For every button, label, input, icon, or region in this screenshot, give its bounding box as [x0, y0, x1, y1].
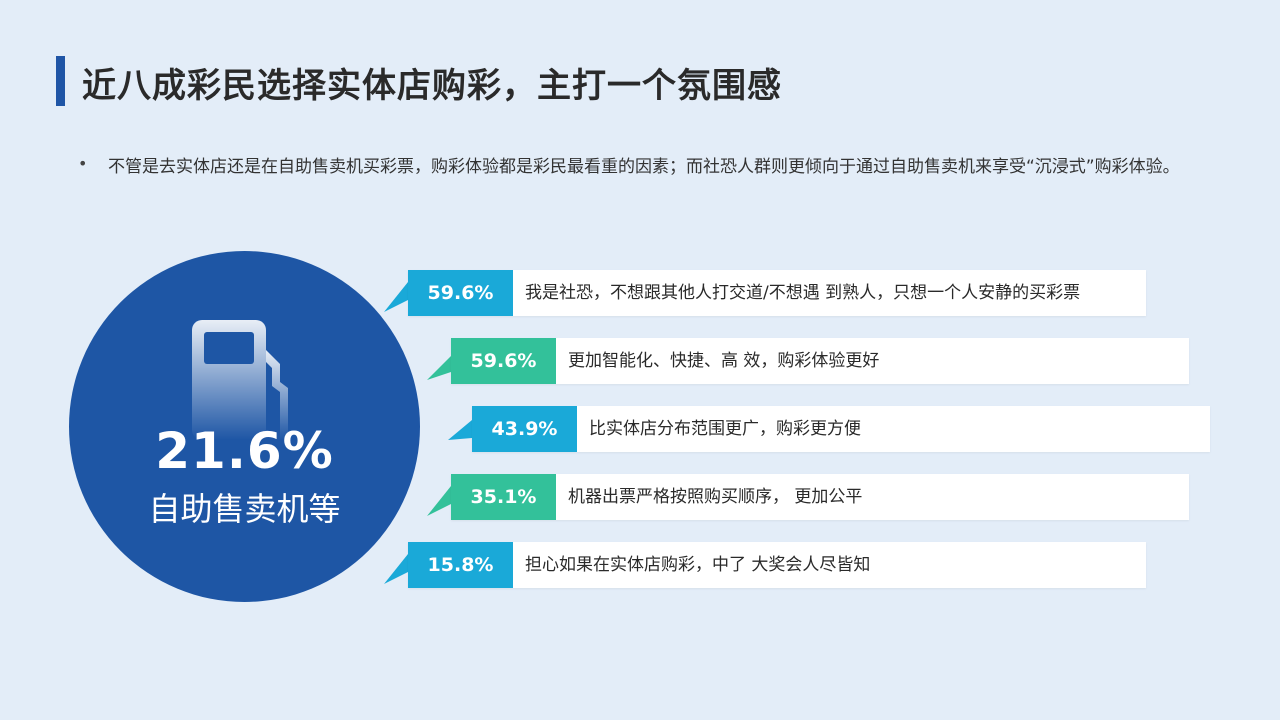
reason-percent: 43.9% — [472, 406, 577, 452]
reason-box: 43.9% 比实体店分布范围更广，购彩更方便 — [472, 406, 1210, 452]
highlight-value: 21.6% — [155, 422, 334, 480]
reason-item: 15.8% 担心如果在实体店购彩，中了 大奖会人尽皆知 — [384, 542, 1146, 588]
page-title: 近八成彩民选择实体店购彩，主打一个氛围感 — [82, 66, 782, 106]
reason-percent: 35.1% — [451, 474, 556, 520]
reason-pointer — [427, 486, 451, 516]
reason-pointer — [427, 356, 451, 380]
reason-item: 59.6% 我是社恐，不想跟其他人打交道/不想遇 到熟人，只想一个人安静的买彩票 — [384, 270, 1146, 316]
reason-pointer — [384, 554, 408, 584]
reason-pointer — [384, 282, 408, 312]
reason-percent: 59.6% — [408, 270, 513, 316]
reason-text: 比实体店分布范围更广，购彩更方便 — [589, 419, 861, 439]
reason-text: 我是社恐，不想跟其他人打交道/不想遇 到熟人，只想一个人安静的买彩票 — [525, 283, 1081, 303]
reason-percent: 15.8% — [408, 542, 513, 588]
title-accent-bar — [56, 56, 65, 106]
reason-box: 35.1% 机器出票严格按照购买顺序， 更加公平 — [451, 474, 1189, 520]
reason-box: 59.6% 更加智能化、快捷、高 效，购彩体验更好 — [451, 338, 1189, 384]
reason-text: 更加智能化、快捷、高 效，购彩体验更好 — [568, 351, 880, 371]
bullet-symbol: • — [78, 154, 88, 173]
reason-text: 机器出票严格按照购买顺序， 更加公平 — [568, 487, 863, 507]
fuel-pump-icon — [192, 320, 288, 440]
bullet-text: 不管是去实体店还是在自助售卖机买彩票，购彩体验都是彩民最看重的因素；而社恐人群则… — [108, 157, 1180, 177]
reason-percent: 59.6% — [451, 338, 556, 384]
reason-item: 35.1% 机器出票严格按照购买顺序， 更加公平 — [427, 474, 1189, 520]
reason-text: 担心如果在实体店购彩，中了 大奖会人尽皆知 — [525, 555, 871, 575]
reason-box: 15.8% 担心如果在实体店购彩，中了 大奖会人尽皆知 — [408, 542, 1146, 588]
reason-pointer — [448, 420, 472, 440]
reason-item: 59.6% 更加智能化、快捷、高 效，购彩体验更好 — [427, 338, 1189, 384]
reason-box: 59.6% 我是社恐，不想跟其他人打交道/不想遇 到熟人，只想一个人安静的买彩票 — [408, 270, 1146, 316]
reason-item: 43.9% 比实体店分布范围更广，购彩更方便 — [448, 406, 1210, 452]
highlight-label: 自助售卖机等 — [148, 490, 341, 528]
